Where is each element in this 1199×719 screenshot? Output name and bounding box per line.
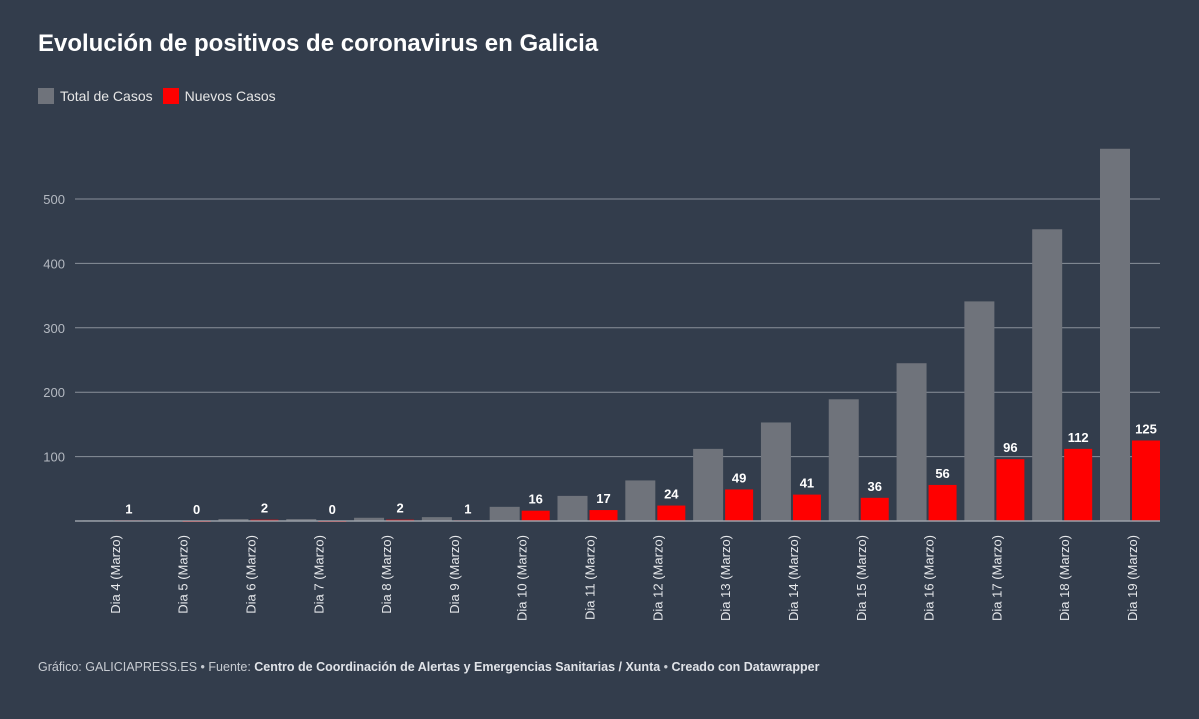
footer-prefix: Gráfico: GALICIAPRESS.ES • Fuente: <box>38 660 255 674</box>
data-label: 112 <box>1068 430 1089 445</box>
x-tick-label: Dia 15 (Marzo) <box>854 535 869 621</box>
legend-swatch-new <box>162 88 179 104</box>
bar-new <box>1132 440 1160 521</box>
x-tick-label: Dia 10 (Marzo) <box>515 535 530 621</box>
bar-total <box>489 506 520 521</box>
bar-total <box>693 448 724 521</box>
bar-total <box>557 495 588 521</box>
legend-label-new: Nuevos Casos <box>184 88 276 104</box>
x-tick-label: Dia 12 (Marzo) <box>650 535 665 621</box>
bar-total <box>760 422 791 521</box>
y-tick-label: 300 <box>43 321 65 336</box>
data-label: 1 <box>464 501 471 516</box>
x-tick-label: Dia 16 (Marzo) <box>922 535 937 621</box>
footer-source: Centro de Coordinación de Alertas y Emer… <box>254 660 661 674</box>
data-label: 49 <box>732 470 746 485</box>
bar-new <box>860 497 889 521</box>
footer-sep: • <box>660 660 672 674</box>
bar-total <box>828 399 859 521</box>
y-tick-label: 100 <box>43 450 65 465</box>
x-tick-label: Dia 6 (Marzo) <box>243 535 258 614</box>
x-tick-label: Dia 18 (Marzo) <box>1057 535 1072 621</box>
x-tick-label: Dia 7 (Marzo) <box>311 535 326 614</box>
x-tick-label: Dia 4 (Marzo) <box>108 535 123 614</box>
bar-total <box>286 519 317 521</box>
data-label: 41 <box>800 476 814 491</box>
legend-item-new: Nuevos Casos <box>162 88 276 104</box>
bar-new <box>792 494 821 521</box>
data-label: 2 <box>396 501 403 516</box>
legend-swatch-total <box>38 88 54 104</box>
data-label: 1 <box>125 501 132 516</box>
data-label: 125 <box>1135 422 1157 437</box>
bar-new <box>928 484 957 521</box>
data-label: 56 <box>935 466 949 481</box>
bar-new <box>589 510 618 521</box>
data-label: 16 <box>528 492 542 507</box>
bar-new <box>657 505 686 521</box>
bar-total <box>421 517 452 521</box>
bar-total <box>896 363 927 521</box>
data-label: 24 <box>664 487 679 502</box>
x-tick-label: Dia 8 (Marzo) <box>379 535 394 614</box>
bar-new <box>725 489 754 521</box>
bar-total <box>218 519 249 521</box>
data-label: 2 <box>261 501 268 516</box>
bar-total <box>625 480 656 521</box>
bar-total <box>964 301 995 521</box>
x-tick-label: Dia 13 (Marzo) <box>718 535 733 621</box>
legend-label-total: Total de Casos <box>60 88 153 104</box>
data-label: 0 <box>329 502 336 517</box>
footer: Gráfico: GALICIAPRESS.ES • Fuente: Centr… <box>38 660 819 674</box>
data-label: 0 <box>193 502 200 517</box>
y-tick-label: 400 <box>43 256 65 271</box>
legend: Total de Casos Nuevos Casos <box>38 88 276 104</box>
bar-total <box>1032 229 1063 521</box>
bar-new <box>521 510 550 521</box>
x-tick-label: Dia 14 (Marzo) <box>786 535 801 621</box>
footer-credit: Creado con Datawrapper <box>671 660 820 674</box>
x-tick-label: Dia 5 (Marzo) <box>176 535 191 614</box>
chart-title: Evolución de positivos de coronavirus en… <box>38 30 599 57</box>
data-label: 96 <box>1003 440 1017 455</box>
data-label: 17 <box>596 491 610 506</box>
bar-new <box>1064 448 1093 521</box>
bar-new <box>996 459 1025 521</box>
x-tick-label: Dia 11 (Marzo) <box>583 535 598 620</box>
bar-total <box>1100 148 1130 521</box>
x-tick-label: Dia 9 (Marzo) <box>447 535 462 614</box>
y-tick-label: 200 <box>43 385 65 400</box>
x-tick-label: Dia 19 (Marzo) <box>1125 535 1140 621</box>
y-tick-label: 500 <box>43 192 65 207</box>
bar-total <box>354 517 385 521</box>
legend-item-total: Total de Casos <box>38 88 153 104</box>
data-label: 36 <box>868 479 882 494</box>
x-tick-label: Dia 17 (Marzo) <box>989 535 1004 621</box>
